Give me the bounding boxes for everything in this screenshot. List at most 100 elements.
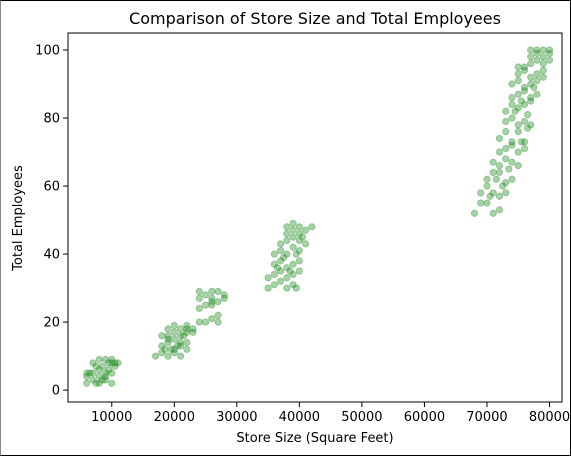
- x-tick-label: 10000: [91, 410, 132, 425]
- data-point: [302, 226, 310, 234]
- x-tick-label: 40000: [279, 410, 320, 425]
- data-point: [161, 345, 169, 353]
- data-point: [208, 301, 216, 309]
- data-point: [524, 124, 532, 132]
- data-point: [108, 369, 116, 377]
- data-point: [495, 192, 504, 200]
- data-point: [183, 345, 191, 353]
- data-point: [489, 168, 497, 177]
- data-point: [495, 148, 504, 156]
- data-point: [289, 281, 297, 289]
- data-point: [527, 60, 535, 68]
- data-point: [277, 247, 285, 255]
- data-point: [505, 165, 513, 173]
- data-point: [195, 318, 203, 326]
- data-point: [220, 294, 228, 302]
- data-point: [527, 53, 535, 61]
- data-point: [283, 236, 291, 245]
- data-point: [95, 379, 103, 387]
- data-point: [539, 46, 547, 54]
- x-tick-label: 60000: [404, 410, 445, 425]
- data-point: [101, 369, 110, 377]
- data-point: [176, 338, 185, 347]
- data-point: [98, 376, 106, 384]
- data-point: [539, 66, 547, 75]
- data-point: [158, 349, 166, 357]
- data-point: [533, 56, 541, 64]
- data-point: [514, 121, 522, 129]
- data-point: [273, 264, 282, 272]
- x-tick-label: 80000: [529, 410, 570, 425]
- chart-title: Comparison of Store Size and Total Emplo…: [129, 9, 501, 28]
- data-point: [283, 223, 291, 231]
- data-point: [151, 352, 160, 360]
- data-point: [170, 335, 178, 343]
- data-point: [477, 189, 485, 197]
- data-point: [514, 77, 522, 85]
- data-point: [183, 325, 191, 333]
- data-point: [164, 338, 172, 347]
- data-point: [295, 247, 303, 255]
- data-point: [508, 100, 516, 109]
- data-point: [502, 117, 510, 126]
- data-point: [520, 83, 529, 92]
- data-point: [483, 199, 491, 207]
- x-axis-label: Store Size (Square Feet): [236, 431, 393, 446]
- data-point: [270, 250, 278, 258]
- data-point: [201, 301, 210, 309]
- data-point: [183, 328, 191, 336]
- data-point: [495, 134, 504, 143]
- data-point: [101, 355, 110, 364]
- data-point: [514, 70, 522, 78]
- data-point: [520, 100, 529, 109]
- data-point: [502, 189, 510, 197]
- y-tick-label: 100: [35, 44, 60, 59]
- data-point: [220, 291, 228, 299]
- data-point: [95, 355, 103, 364]
- data-point: [545, 49, 554, 58]
- data-point: [189, 328, 197, 336]
- data-point: [164, 332, 172, 340]
- data-point: [183, 321, 191, 330]
- data-point: [295, 257, 303, 265]
- data-point: [517, 138, 525, 146]
- points-layer: [83, 46, 554, 387]
- data-point: [514, 90, 522, 98]
- data-point: [545, 56, 554, 64]
- data-point: [545, 46, 554, 54]
- x-tick-label: 30000: [216, 410, 257, 425]
- data-point: [170, 345, 178, 353]
- data-point: [176, 352, 185, 360]
- data-point: [164, 325, 172, 333]
- data-point: [527, 97, 535, 105]
- data-point: [527, 46, 535, 54]
- data-point: [289, 270, 297, 279]
- data-point: [289, 219, 297, 228]
- data-point: [277, 267, 285, 275]
- data-point: [527, 94, 535, 102]
- data-point: [95, 372, 103, 381]
- data-point: [89, 376, 97, 384]
- data-point: [201, 318, 210, 326]
- data-point: [170, 328, 178, 336]
- data-point: [114, 359, 122, 367]
- data-point: [270, 260, 278, 268]
- data-point: [270, 281, 278, 289]
- data-point: [292, 250, 300, 258]
- data-point: [533, 90, 541, 98]
- data-point: [158, 332, 166, 340]
- data-point: [511, 107, 519, 115]
- y-tick-label: 80: [43, 112, 60, 127]
- data-point: [498, 182, 507, 190]
- data-point: [158, 342, 166, 350]
- data-point: [105, 359, 113, 367]
- data-point: [98, 362, 106, 370]
- data-point: [208, 315, 216, 323]
- data-point: [108, 379, 116, 387]
- x-tick-label: 70000: [466, 410, 507, 425]
- data-point: [508, 94, 516, 102]
- data-point: [508, 158, 516, 166]
- data-point: [286, 267, 294, 275]
- data-point: [295, 223, 303, 231]
